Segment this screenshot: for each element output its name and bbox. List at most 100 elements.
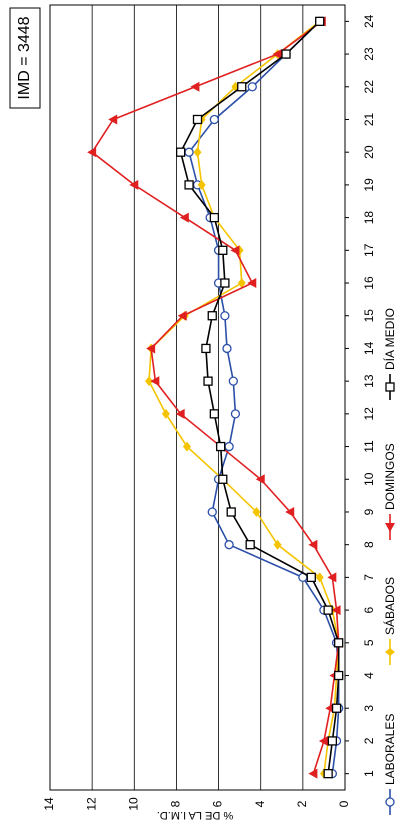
marker <box>146 343 156 354</box>
marker <box>230 409 241 419</box>
x-tick-label: 18 <box>362 211 376 225</box>
annotation-box <box>9 7 41 109</box>
x-tick-label: 24 <box>362 14 376 28</box>
x-tick-label: 15 <box>362 309 376 323</box>
series-line <box>91 20 340 774</box>
marker <box>145 376 154 387</box>
x-tick-label: 7 <box>362 574 376 581</box>
marker <box>108 114 118 125</box>
marker <box>247 278 257 289</box>
marker <box>209 212 220 223</box>
y-tick-label: 6 <box>211 800 225 807</box>
marker <box>175 408 185 419</box>
x-tick-label: 1 <box>362 770 376 777</box>
marker <box>222 343 232 354</box>
marker <box>308 768 318 779</box>
x-tick-label: 21 <box>362 112 376 126</box>
series-line <box>179 20 340 774</box>
legend-marker <box>385 382 395 392</box>
legend-marker <box>385 523 395 532</box>
marker <box>281 49 291 59</box>
y-tick-label: 4 <box>253 800 267 807</box>
x-tick-label: 23 <box>362 47 376 61</box>
x-tick-label: 9 <box>362 508 376 515</box>
marker <box>327 572 337 583</box>
y-tick-label: 12 <box>84 797 98 811</box>
marker <box>184 180 194 190</box>
y-tick-label: 10 <box>126 797 140 811</box>
legend-marker <box>385 648 395 656</box>
x-tick-label: 4 <box>362 672 376 679</box>
marker <box>192 114 203 125</box>
marker <box>193 147 202 158</box>
marker <box>331 605 341 616</box>
marker <box>331 703 342 713</box>
marker <box>245 540 255 550</box>
marker <box>207 311 217 321</box>
y-tick-label: 0 <box>337 800 351 807</box>
marker <box>237 278 246 289</box>
marker <box>175 147 186 157</box>
plot-border <box>49 4 346 791</box>
marker <box>334 638 344 648</box>
legend-label: DÍA MEDIO <box>382 308 397 370</box>
x-tick-label: 13 <box>362 374 376 388</box>
x-tick-label: 8 <box>362 541 376 548</box>
x-tick-label: 20 <box>362 145 376 159</box>
marker <box>203 376 213 386</box>
marker <box>334 670 344 681</box>
marker <box>323 768 333 779</box>
series-line <box>148 20 340 774</box>
marker <box>179 212 189 223</box>
marker <box>252 506 261 517</box>
marker <box>182 441 191 452</box>
marker <box>308 539 318 550</box>
marker <box>273 539 282 550</box>
annotation: IMD = 3448 <box>16 16 33 99</box>
x-tick-label: 19 <box>362 178 376 192</box>
x-tick-label: 10 <box>362 472 376 486</box>
marker <box>184 147 194 157</box>
marker <box>177 310 187 321</box>
marker <box>129 179 139 190</box>
series-line <box>188 20 340 774</box>
legend-marker <box>385 797 395 807</box>
marker <box>201 343 211 354</box>
marker <box>87 147 97 158</box>
marker <box>228 376 238 386</box>
marker <box>209 409 220 419</box>
marker <box>237 82 247 92</box>
marker <box>315 16 325 27</box>
x-tick-label: 17 <box>362 243 376 257</box>
x-tick-label: 12 <box>362 407 376 421</box>
marker <box>318 735 328 746</box>
marker <box>220 278 230 288</box>
marker <box>209 114 220 125</box>
x-tick-label: 3 <box>362 705 376 712</box>
x-tick-label: 11 <box>362 440 376 453</box>
y-tick-label: 14 <box>42 797 56 811</box>
y-tick-label: 8 <box>169 800 183 807</box>
marker <box>247 82 257 92</box>
marker <box>218 245 228 255</box>
marker <box>216 441 226 452</box>
marker <box>315 572 324 583</box>
marker <box>230 245 240 256</box>
marker <box>272 49 282 60</box>
x-tick-label: 22 <box>362 80 376 94</box>
legend-label: SÁBADOS <box>382 577 397 635</box>
x-tick-label: 14 <box>362 341 376 355</box>
marker <box>224 540 234 550</box>
marker <box>218 474 228 484</box>
marker <box>197 179 206 190</box>
y-axis-title: % DE LA I.M.D. <box>157 809 233 821</box>
legend-label: DOMINGOS <box>383 443 397 510</box>
marker <box>255 474 265 485</box>
legend-label: LABORALES <box>383 714 397 785</box>
marker <box>207 507 217 517</box>
marker <box>226 507 236 517</box>
marker <box>306 572 316 583</box>
x-tick-label: 16 <box>362 276 376 290</box>
marker <box>190 81 200 92</box>
